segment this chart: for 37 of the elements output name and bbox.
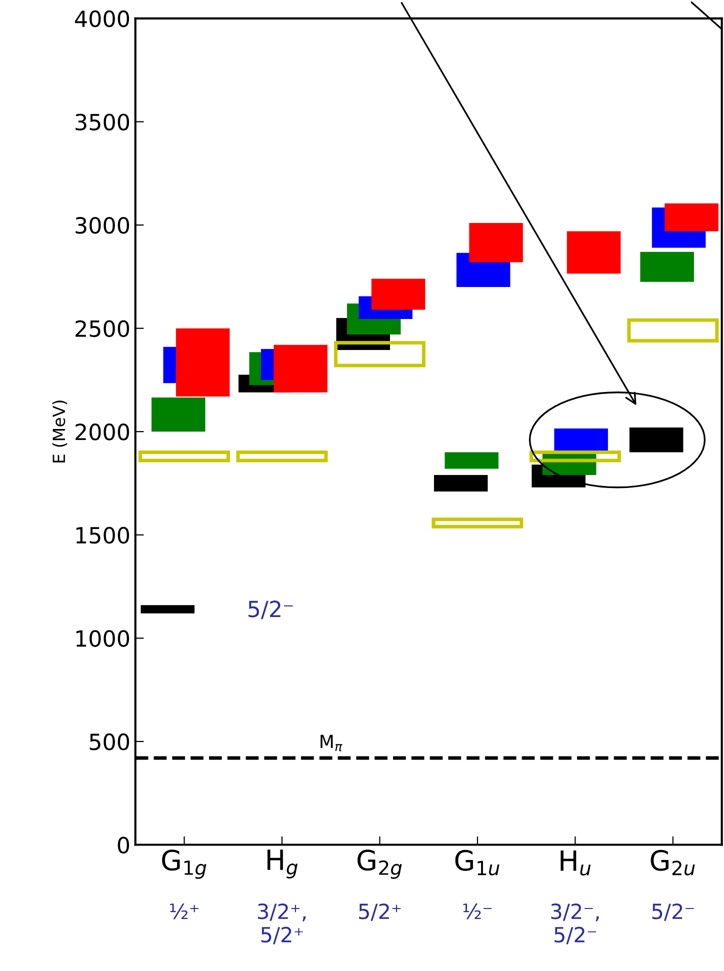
y-tick-label: 4000 (75, 10, 130, 28)
x-tick-label: H$_{g}$ (268, 850, 298, 878)
x-tick-label: G$_{2g}$ (358, 850, 402, 879)
bar (566, 231, 621, 274)
y-tick-label: 3500 (76, 114, 130, 130)
text: 3/2⁻, 5/2⁻ (551, 903, 599, 944)
text: ½⁺ (170, 903, 198, 920)
x-tick-label: H$_{u}$ (560, 850, 591, 876)
x-tick-label: G$_{1g}$ (162, 850, 206, 879)
y-tick-label: 2500 (76, 320, 130, 338)
y-tick-label: 1000 (76, 630, 130, 647)
y-tick-label: 1500 (76, 526, 130, 544)
bar (152, 398, 206, 432)
text: ½⁻ (463, 903, 492, 920)
x-tick-label: G$_{1u}$ (455, 850, 500, 876)
bar (371, 278, 426, 310)
bar (176, 328, 230, 396)
bar (140, 605, 195, 614)
text: 3/2⁺, 5/2⁺ (258, 903, 306, 944)
bar (444, 452, 498, 469)
bar (629, 427, 684, 452)
bar (434, 474, 488, 492)
bar (274, 344, 328, 392)
text: 5/2⁺ (359, 903, 401, 921)
x-tick-label: G$_{2u}$ (650, 850, 695, 876)
y-tick-label: 500 (90, 733, 130, 750)
bar (664, 203, 718, 232)
y-axis-title: E (MeV) (52, 400, 68, 462)
bar (554, 428, 608, 452)
text: 5/2⁻ (652, 903, 694, 921)
y-tick-label: 0 (118, 836, 130, 854)
y-tick-label: 3000 (76, 216, 130, 234)
ref-line-label: M$_{π}$ (320, 734, 342, 752)
y-tick-label: 2000 (76, 424, 130, 440)
bar (640, 252, 694, 282)
annotation: 5/2⁻ (248, 600, 293, 620)
bar (469, 222, 523, 262)
